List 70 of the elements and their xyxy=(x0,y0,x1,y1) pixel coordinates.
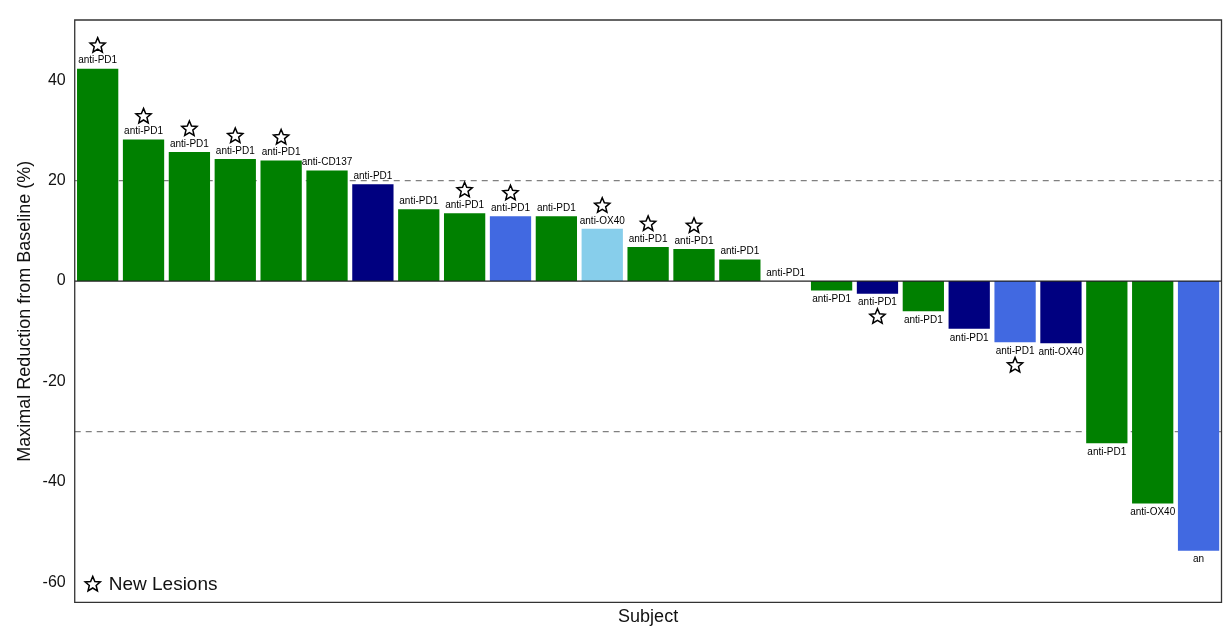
bar xyxy=(810,281,853,291)
point xyxy=(89,36,107,53)
point xyxy=(685,217,703,234)
data-label: anti-PD1 xyxy=(215,144,256,156)
bar xyxy=(306,170,348,282)
data-label: anti-PD1 xyxy=(124,125,164,137)
bar xyxy=(902,281,944,312)
data-label: anti-PD1 xyxy=(169,137,210,149)
bar xyxy=(77,68,119,282)
point xyxy=(135,107,152,124)
point xyxy=(456,181,473,198)
data-label: an xyxy=(1193,553,1205,565)
data-label: anti-PD1 xyxy=(949,331,990,343)
data-label: anti-PD1 xyxy=(674,234,714,246)
point xyxy=(869,307,886,324)
bar xyxy=(627,246,669,282)
bar xyxy=(260,160,302,282)
data-label: anti-PD1 xyxy=(903,313,944,325)
data-label: anti-PD1 xyxy=(995,345,1035,357)
bar xyxy=(352,184,394,282)
bar xyxy=(214,159,256,282)
y-tick-label: 40 xyxy=(47,70,66,88)
bar xyxy=(719,259,761,282)
data-label: anti-PD1 xyxy=(720,245,760,257)
y-tick-label: -60 xyxy=(42,572,66,590)
data-label: anti-PD1 xyxy=(445,199,485,211)
bar xyxy=(994,281,1036,343)
y-tick-label: 20 xyxy=(47,171,66,189)
y-tick-label: -20 xyxy=(42,371,66,389)
data-label: anti-OX40 xyxy=(1130,506,1176,518)
data-label: anti-PD1 xyxy=(536,202,577,214)
bar xyxy=(948,281,990,329)
point xyxy=(502,184,519,201)
x-axis-title: Subject xyxy=(618,606,679,627)
data-label: anti-PD1 xyxy=(78,54,118,66)
data-label: anti-CD137 xyxy=(301,156,353,168)
data-label: anti-OX40 xyxy=(1038,346,1084,358)
y-axis-title: Maximal Reduction from Baseline (%) xyxy=(13,160,34,462)
point xyxy=(639,215,657,232)
y-tick-label: 0 xyxy=(56,271,66,289)
bar xyxy=(398,209,440,282)
bar xyxy=(856,281,899,294)
y-tick-label: -40 xyxy=(42,472,66,490)
point xyxy=(272,128,290,145)
bar xyxy=(1040,281,1082,344)
bar xyxy=(443,213,486,282)
data-label: anti-PD1 xyxy=(812,293,852,305)
point xyxy=(226,127,244,144)
point xyxy=(593,197,611,213)
data-label: anti-PD1 xyxy=(766,266,806,278)
bar xyxy=(1177,281,1220,551)
point xyxy=(181,120,198,137)
bar xyxy=(581,228,623,282)
bar xyxy=(535,216,578,282)
bar xyxy=(673,248,715,282)
point xyxy=(1006,356,1024,373)
data-label: anti-PD1 xyxy=(858,296,898,308)
data-label: anti-PD1 xyxy=(1087,445,1127,457)
bar xyxy=(1132,281,1174,504)
bar xyxy=(1086,281,1128,444)
bar xyxy=(168,152,211,282)
data-label: anti-OX40 xyxy=(579,214,626,226)
data-label: anti-PD1 xyxy=(491,202,531,214)
legend-label: New Lesions xyxy=(108,572,218,594)
bar xyxy=(122,139,165,282)
bar xyxy=(489,216,532,282)
data-label: anti-PD1 xyxy=(353,169,393,181)
data-label: anti-PD1 xyxy=(628,232,668,244)
data-label: anti-PD1 xyxy=(399,195,439,207)
data-label: anti-PD1 xyxy=(261,146,302,158)
